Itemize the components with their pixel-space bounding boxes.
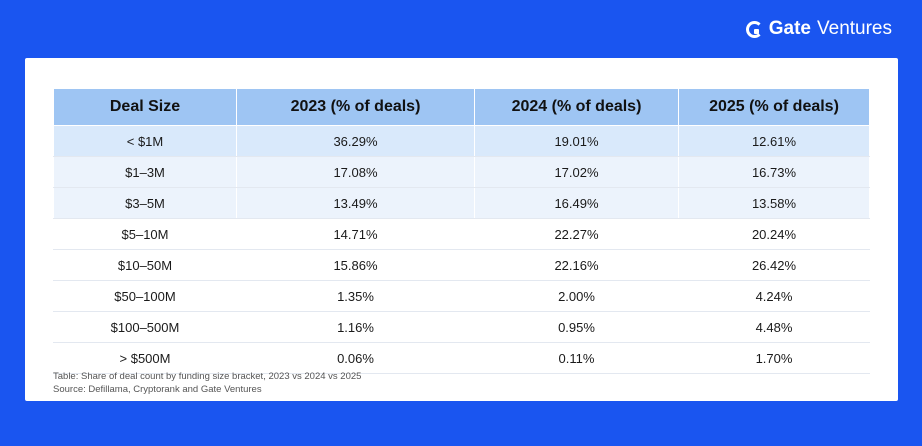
cell-2025: 4.24% bbox=[678, 280, 870, 312]
cell-2023: 36.29% bbox=[236, 125, 475, 157]
cell-2024: 17.02% bbox=[474, 156, 679, 188]
table-row: $10–50M 15.86% 22.16% 26.42% bbox=[53, 249, 870, 281]
brand-name-light: Ventures bbox=[817, 18, 892, 39]
deal-size-table: Deal Size 2023 (% of deals) 2024 (% of d… bbox=[53, 88, 870, 374]
cell-deal-size: $1–3M bbox=[53, 156, 237, 188]
header-2025: 2025 (% of deals) bbox=[678, 88, 870, 126]
cell-deal-size: $100–500M bbox=[53, 311, 237, 343]
header-deal-size: Deal Size bbox=[53, 88, 237, 126]
caption-source: Source: Defillama, Cryptorank and Gate V… bbox=[53, 384, 262, 395]
table-row: < $1M 36.29% 19.01% 12.61% bbox=[53, 125, 870, 157]
cell-deal-size: $3–5M bbox=[53, 187, 237, 219]
cell-2023: 1.35% bbox=[236, 280, 475, 312]
cell-2023: 17.08% bbox=[236, 156, 475, 188]
cell-2025: 16.73% bbox=[678, 156, 870, 188]
cell-2024: 0.95% bbox=[474, 311, 679, 343]
table-row: $1–3M 17.08% 17.02% 16.73% bbox=[53, 156, 870, 188]
cell-2024: 19.01% bbox=[474, 125, 679, 157]
cell-deal-size: $10–50M bbox=[53, 249, 237, 281]
caption-description: Table: Share of deal count by funding si… bbox=[53, 371, 362, 382]
cell-deal-size: > $500M bbox=[53, 342, 237, 374]
cell-2025: 12.61% bbox=[678, 125, 870, 157]
cell-2023: 0.06% bbox=[236, 342, 475, 374]
brand-name-bold: Gate bbox=[768, 18, 811, 39]
table-row: $50–100M 1.35% 2.00% 4.24% bbox=[53, 280, 870, 312]
header-2023: 2023 (% of deals) bbox=[236, 88, 475, 126]
cell-2024: 0.11% bbox=[474, 342, 679, 374]
cell-2023: 14.71% bbox=[236, 218, 475, 250]
cell-2025: 1.70% bbox=[678, 342, 870, 374]
table-row: $100–500M 1.16% 0.95% 4.48% bbox=[53, 311, 870, 343]
cell-2024: 22.16% bbox=[474, 249, 679, 281]
header-2024: 2024 (% of deals) bbox=[474, 88, 679, 126]
cell-2024: 22.27% bbox=[474, 218, 679, 250]
cell-deal-size: $50–100M bbox=[53, 280, 237, 312]
cell-2025: 4.48% bbox=[678, 311, 870, 343]
cell-2024: 2.00% bbox=[474, 280, 679, 312]
cell-2023: 15.86% bbox=[236, 249, 475, 281]
cell-deal-size: < $1M bbox=[53, 125, 237, 157]
cell-2023: 13.49% bbox=[236, 187, 475, 219]
cell-2023: 1.16% bbox=[236, 311, 475, 343]
cell-2025: 13.58% bbox=[678, 187, 870, 219]
cell-2025: 20.24% bbox=[678, 218, 870, 250]
table-card: Deal Size 2023 (% of deals) 2024 (% of d… bbox=[25, 58, 898, 401]
cell-2024: 16.49% bbox=[474, 187, 679, 219]
cell-2025: 26.42% bbox=[678, 249, 870, 281]
gate-logo-icon bbox=[745, 20, 763, 38]
brand-logo: Gate Ventures bbox=[745, 18, 892, 40]
cell-deal-size: $5–10M bbox=[53, 218, 237, 250]
table-row: > $500M 0.06% 0.11% 1.70% bbox=[53, 342, 870, 374]
table-caption: Table: Share of deal count by funding si… bbox=[53, 370, 361, 396]
table-row: $3–5M 13.49% 16.49% 13.58% bbox=[53, 187, 870, 219]
table-row: $5–10M 14.71% 22.27% 20.24% bbox=[53, 218, 870, 250]
table-header-row: Deal Size 2023 (% of deals) 2024 (% of d… bbox=[53, 88, 870, 126]
